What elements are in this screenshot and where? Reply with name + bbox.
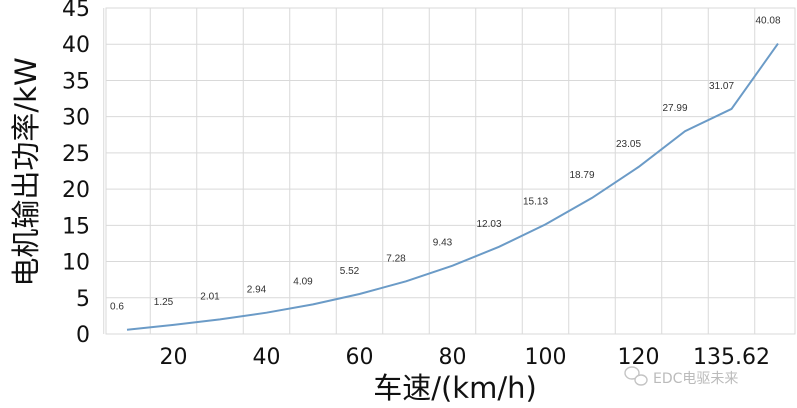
data-labels: 0.6 1.25 2.01 2.94 4.09 5.52 7.28 9.43 12.03 15.1… — [110, 16, 781, 313]
data-label: 4.09 — [293, 276, 313, 287]
data-label: 15.13 — [523, 196, 548, 207]
series-line — [126, 43, 779, 331]
x-axis-title: 车速/(km/h) — [373, 371, 537, 405]
y-tick-label: 25 — [62, 142, 90, 167]
x-tick-label: 135.62 — [693, 345, 770, 370]
y-tick-label: 20 — [62, 178, 90, 203]
x-axis-ticks: 20 40 60 80 100 120 135.62 — [160, 345, 770, 370]
data-label: 2.01 — [200, 291, 220, 302]
y-tick-label: 0 — [76, 323, 90, 348]
y-tick-label: 15 — [62, 214, 90, 239]
x-tick-label: 60 — [346, 345, 374, 370]
data-label: 1.25 — [154, 297, 174, 308]
data-label: 2.94 — [247, 285, 267, 296]
data-label: 12.03 — [476, 219, 501, 230]
data-label: 7.28 — [386, 253, 406, 264]
data-label: 9.43 — [433, 238, 453, 249]
grid — [103, 7, 795, 334]
x-tick-label: 100 — [525, 345, 567, 370]
y-axis-title: 电机输出功率/kW — [9, 57, 43, 286]
x-tick-label: 40 — [253, 345, 281, 370]
data-label: 27.99 — [662, 103, 687, 114]
watermark-text: EDC电驱未来 — [653, 371, 738, 387]
x-tick-label: 20 — [160, 345, 188, 370]
data-label: 0.6 — [110, 302, 124, 313]
data-label: 5.52 — [340, 266, 360, 277]
y-tick-label: 35 — [62, 69, 90, 94]
y-tick-label: 5 — [76, 287, 90, 312]
x-tick-label: 80 — [439, 345, 467, 370]
y-tick-label: 45 — [62, 0, 90, 22]
data-label: 31.07 — [709, 81, 734, 92]
y-tick-label: 40 — [62, 33, 90, 58]
y-tick-label: 10 — [62, 251, 90, 276]
x-tick-label: 120 — [618, 345, 660, 370]
wechat-icon — [624, 366, 648, 386]
y-tick-label: 30 — [62, 106, 90, 131]
data-label: 18.79 — [569, 170, 594, 181]
y-axis-ticks: 0 5 10 15 20 25 30 35 40 45 — [62, 0, 90, 348]
data-label: 23.05 — [616, 139, 641, 150]
watermark: EDC电驱未来 — [624, 366, 738, 387]
data-label: 40.08 — [755, 16, 780, 27]
plot-area — [105, 7, 796, 335]
